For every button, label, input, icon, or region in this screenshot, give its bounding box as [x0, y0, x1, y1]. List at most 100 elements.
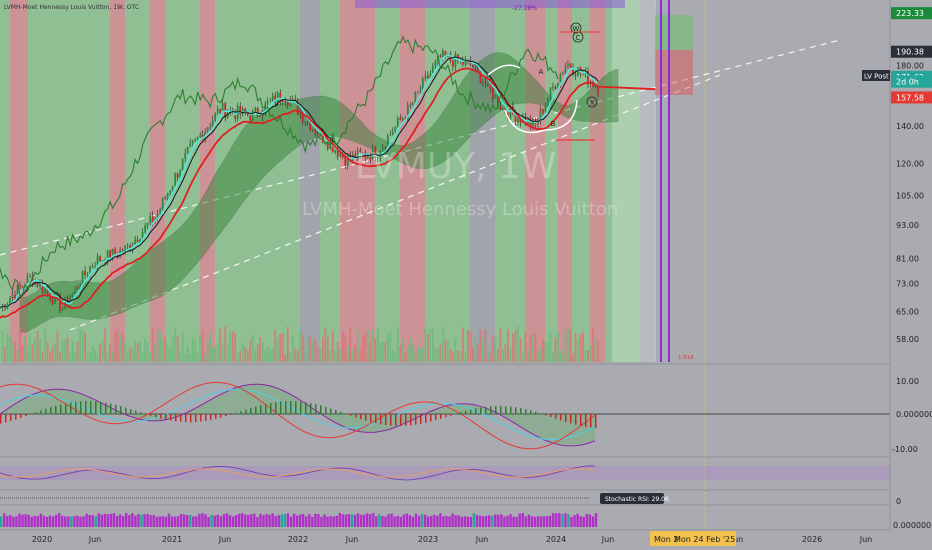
osc4-bar	[48, 515, 52, 527]
candle-body	[306, 121, 309, 123]
osc4-bar	[350, 514, 354, 527]
volume-bar	[136, 342, 139, 362]
volume-bar	[542, 338, 544, 362]
volume-bar	[522, 353, 524, 362]
bg-band	[590, 0, 605, 362]
volume-bar	[324, 327, 327, 362]
volume-bar	[51, 347, 54, 362]
osc1-hist-bar	[360, 414, 362, 420]
osc4-bar	[36, 516, 39, 527]
candle-body	[419, 90, 422, 92]
volume-bar	[512, 333, 514, 362]
candle-body	[219, 109, 222, 113]
time-axis-bg	[0, 530, 932, 550]
volume-bar	[314, 339, 317, 362]
candle-body	[211, 120, 214, 127]
volume-bar	[189, 353, 192, 362]
osc4-bar	[402, 514, 405, 527]
osc4-bar	[469, 516, 473, 527]
osc1-hist-bar	[440, 414, 442, 419]
volume-bar	[597, 339, 599, 362]
osc4-bar	[219, 516, 222, 527]
volume-bar	[504, 344, 507, 362]
candle-body	[271, 95, 274, 101]
osc1-hist-bar	[265, 404, 267, 415]
volume-bar	[246, 349, 249, 362]
candle-body	[386, 135, 389, 148]
volume-bar	[291, 335, 294, 362]
osc1-hist-bar	[385, 414, 387, 426]
osc1-hist-bar	[405, 414, 407, 426]
candle-body	[376, 157, 379, 159]
osc4-bar	[140, 514, 143, 527]
volume-bar	[414, 350, 417, 362]
volume-bar	[529, 334, 532, 362]
volume-bar	[344, 334, 347, 362]
osc1-hist-bar	[0, 414, 2, 424]
candle-body	[429, 73, 432, 79]
volume-bar	[492, 335, 494, 362]
osc4-bar	[475, 514, 479, 527]
osc4-bar	[366, 513, 369, 527]
osc4-bar	[472, 513, 476, 527]
osc4-bar	[45, 516, 49, 527]
time-cycle-line-1	[660, 0, 662, 362]
osc1-hist-bar	[165, 414, 167, 420]
candle-body	[572, 67, 574, 75]
volume-bar	[346, 346, 349, 362]
volume-bar	[331, 330, 334, 362]
candle-body	[381, 146, 384, 153]
volume-bar	[269, 350, 272, 362]
volume-bar	[161, 337, 164, 362]
candle-body	[91, 266, 94, 268]
candle-body	[514, 113, 517, 123]
osc4-bar	[216, 514, 219, 527]
osc4-bar	[94, 516, 97, 527]
candle-body	[189, 143, 192, 147]
volume-bar	[329, 349, 332, 362]
osc4-bar	[253, 513, 256, 527]
volume-bar	[151, 327, 154, 362]
osc1-hist-bar	[300, 401, 302, 415]
osc1-hist-bar	[535, 411, 537, 415]
volume-bar	[351, 348, 354, 362]
volume-bar	[557, 331, 559, 362]
osc1-hist-bar	[555, 414, 557, 419]
volume-bar	[94, 349, 96, 362]
volume-bar	[219, 328, 222, 362]
candle-body	[161, 198, 164, 210]
osc4-bar	[561, 514, 564, 527]
osc1-hist-bar	[500, 405, 502, 415]
candle-body	[186, 146, 189, 153]
volume-bar	[411, 343, 414, 362]
osc4-bar	[484, 516, 488, 527]
volume-bar	[264, 349, 267, 362]
candle-body	[414, 92, 417, 103]
volume-bar	[241, 343, 244, 362]
bg-band	[545, 0, 558, 362]
osc4-bar	[305, 516, 308, 527]
osc4-bar	[207, 516, 210, 527]
candle-body	[274, 95, 277, 104]
candle-body	[396, 117, 399, 127]
osc4-bar	[228, 515, 232, 527]
osc4-bar	[286, 513, 290, 527]
osc4-bar	[463, 516, 466, 527]
osc1-hist-bar	[155, 414, 157, 418]
osc4-bar	[591, 516, 595, 527]
volume-bar	[416, 346, 419, 362]
candle-body	[79, 286, 81, 289]
osc1-hist-bar	[35, 412, 37, 415]
osc4-bar	[536, 516, 540, 527]
volume-bar	[406, 347, 409, 362]
candle-body	[9, 298, 11, 304]
volume-bar	[391, 350, 394, 362]
volume-bar	[379, 342, 382, 362]
candle-body	[234, 112, 237, 119]
osc4-bar	[192, 516, 195, 527]
candle-body	[101, 260, 104, 262]
osc4-bar	[308, 514, 311, 527]
volume-bar	[429, 329, 432, 362]
candle-body	[129, 245, 132, 250]
